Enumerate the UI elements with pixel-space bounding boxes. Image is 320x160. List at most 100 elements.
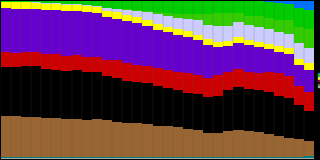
Bar — [223, 72, 234, 90]
Bar — [72, 12, 82, 55]
Bar — [92, 158, 102, 159]
Bar — [254, 16, 264, 27]
Bar — [234, 130, 244, 157]
Bar — [183, 93, 193, 128]
Bar — [122, 158, 132, 159]
Bar — [183, 19, 193, 32]
Bar — [254, 157, 264, 158]
Bar — [41, 1, 51, 3]
Bar — [203, 133, 213, 157]
Bar — [264, 134, 274, 157]
Bar — [153, 86, 163, 126]
Bar — [153, 12, 163, 14]
Bar — [11, 116, 21, 157]
Bar — [112, 122, 122, 157]
Bar — [294, 105, 304, 139]
Bar — [31, 1, 41, 2]
Bar — [274, 73, 284, 96]
Bar — [213, 13, 223, 26]
Bar — [163, 13, 173, 16]
Bar — [142, 20, 153, 26]
Bar — [183, 37, 193, 73]
Bar — [264, 158, 274, 159]
Bar — [132, 10, 142, 11]
Bar — [102, 158, 112, 159]
Bar — [1, 67, 11, 116]
Bar — [112, 60, 122, 78]
Bar — [173, 158, 183, 159]
Bar — [264, 44, 274, 49]
Bar — [132, 65, 142, 82]
Bar — [61, 157, 72, 158]
Bar — [153, 24, 163, 30]
Bar — [244, 16, 254, 25]
Bar — [244, 131, 254, 157]
Bar — [284, 48, 294, 54]
Bar — [72, 158, 82, 159]
Bar — [294, 59, 304, 65]
Bar — [203, 39, 213, 45]
Bar — [254, 90, 264, 132]
Bar — [284, 1, 294, 4]
Bar — [132, 157, 142, 158]
Bar — [153, 157, 163, 158]
Bar — [284, 4, 294, 20]
Bar — [294, 1, 304, 8]
Bar — [223, 158, 234, 159]
Bar — [112, 12, 122, 19]
Bar — [122, 21, 132, 63]
Bar — [213, 47, 223, 75]
Bar — [122, 81, 132, 123]
Bar — [223, 157, 234, 158]
Bar — [163, 157, 173, 158]
Bar — [193, 14, 203, 20]
Bar — [72, 70, 82, 119]
Bar — [72, 55, 82, 70]
Bar — [284, 20, 294, 34]
Bar — [223, 26, 234, 40]
Bar — [234, 158, 244, 159]
Bar — [294, 65, 304, 86]
Bar — [213, 26, 223, 42]
Bar — [92, 119, 102, 157]
Bar — [254, 73, 264, 90]
Bar — [213, 157, 223, 158]
Bar — [254, 1, 264, 16]
Bar — [92, 56, 102, 72]
Bar — [304, 158, 315, 159]
Bar — [142, 12, 153, 20]
Bar — [213, 1, 223, 13]
Bar — [173, 18, 183, 29]
Bar — [173, 1, 183, 14]
Bar — [142, 26, 153, 66]
Bar — [92, 1, 102, 6]
Bar — [122, 9, 132, 10]
Bar — [183, 158, 193, 159]
Bar — [284, 76, 294, 98]
Bar — [51, 158, 61, 159]
Bar — [142, 83, 153, 124]
Bar — [213, 75, 223, 96]
Bar — [132, 158, 142, 159]
Bar — [153, 30, 163, 68]
Bar — [1, 116, 11, 157]
Bar — [102, 76, 112, 120]
Bar — [51, 70, 61, 118]
Bar — [264, 29, 274, 44]
Bar — [82, 120, 92, 157]
Bar — [284, 139, 294, 157]
Bar — [304, 64, 315, 70]
Bar — [21, 2, 31, 3]
Bar — [274, 1, 284, 3]
Bar — [264, 92, 274, 134]
Bar — [203, 45, 213, 78]
Bar — [31, 158, 41, 159]
Bar — [102, 1, 112, 8]
Bar — [51, 3, 61, 4]
Bar — [21, 9, 31, 52]
Bar — [244, 157, 254, 158]
Bar — [234, 43, 244, 69]
Bar — [183, 14, 193, 19]
Bar — [142, 157, 153, 158]
Bar — [193, 20, 203, 35]
